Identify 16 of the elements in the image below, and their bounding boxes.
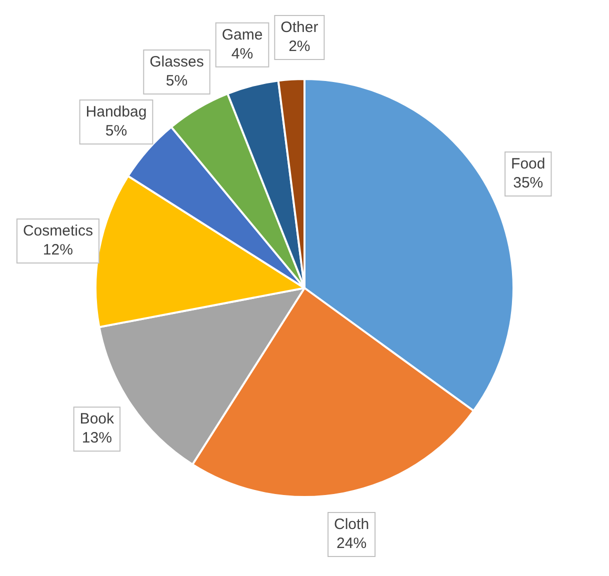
data-label: 12% [42,242,73,259]
data-label: 5% [105,122,128,140]
slice-label: Other [280,19,318,36]
slice-label: Game [222,26,263,44]
slice-label: Cloth [334,516,370,534]
data-label: 5% [166,72,188,90]
slice-label: Food [511,156,546,173]
slice-label: Cosmetics [22,222,93,240]
data-label: 24% [336,535,367,552]
slice-label: Book [80,410,114,428]
data-label: 2% [288,38,310,56]
slice-label: Glasses [150,54,204,71]
data-label: 35% [513,174,544,192]
data-label: 13% [82,430,112,447]
data-label: 4% [231,46,254,63]
slice-label: Handbag [86,104,147,121]
